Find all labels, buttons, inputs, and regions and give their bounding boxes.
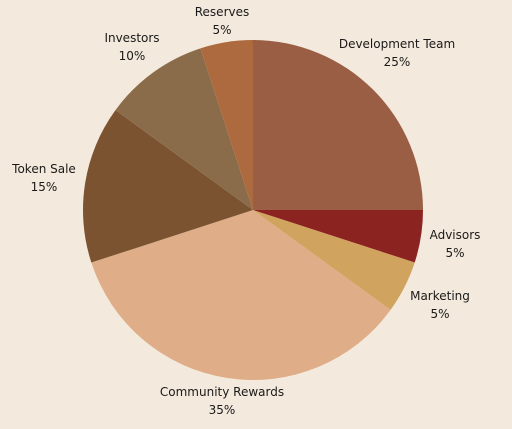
slice-percent: 35% [209,403,236,417]
pie-slice-reserves [200,40,253,210]
slice-percent: 5% [445,246,464,260]
slice-percent: 15% [31,180,58,194]
pie-slice-development-team [253,40,423,210]
slice-label-development-team: Development Team 25% [339,37,455,69]
pie-slice-marketing [253,210,415,310]
slice-name: Marketing [410,289,470,303]
slice-name: Advisors [430,228,481,242]
pie-slice-community-rewards [91,210,391,380]
pie-slices [83,40,423,380]
slice-percent: 25% [384,55,411,69]
slice-name: Community Rewards [160,385,284,399]
pie-slice-investors [115,48,253,210]
slice-label-marketing: Marketing 5% [410,289,470,321]
slice-name: Development Team [339,37,455,51]
slice-label-advisors: Advisors 5% [430,228,481,260]
slice-label-investors: Investors 10% [104,31,159,63]
pie-labels: Development Team 25% Advisors 5% Marketing 5%… [11,5,480,417]
slice-label-reserves: Reserves 5% [195,5,250,37]
slice-label-community-rewards: Community Rewards 35% [160,385,284,417]
slice-name: Investors [104,31,159,45]
slice-label-token-sale: Token Sale 15% [11,162,76,194]
slice-percent: 10% [119,49,146,63]
pie-slice-advisors [253,210,423,263]
slice-name: Token Sale [11,162,76,176]
pie-slice-token-sale [83,110,254,263]
slice-percent: 5% [430,307,449,321]
slice-percent: 5% [212,23,231,37]
slice-name: Reserves [195,5,250,19]
